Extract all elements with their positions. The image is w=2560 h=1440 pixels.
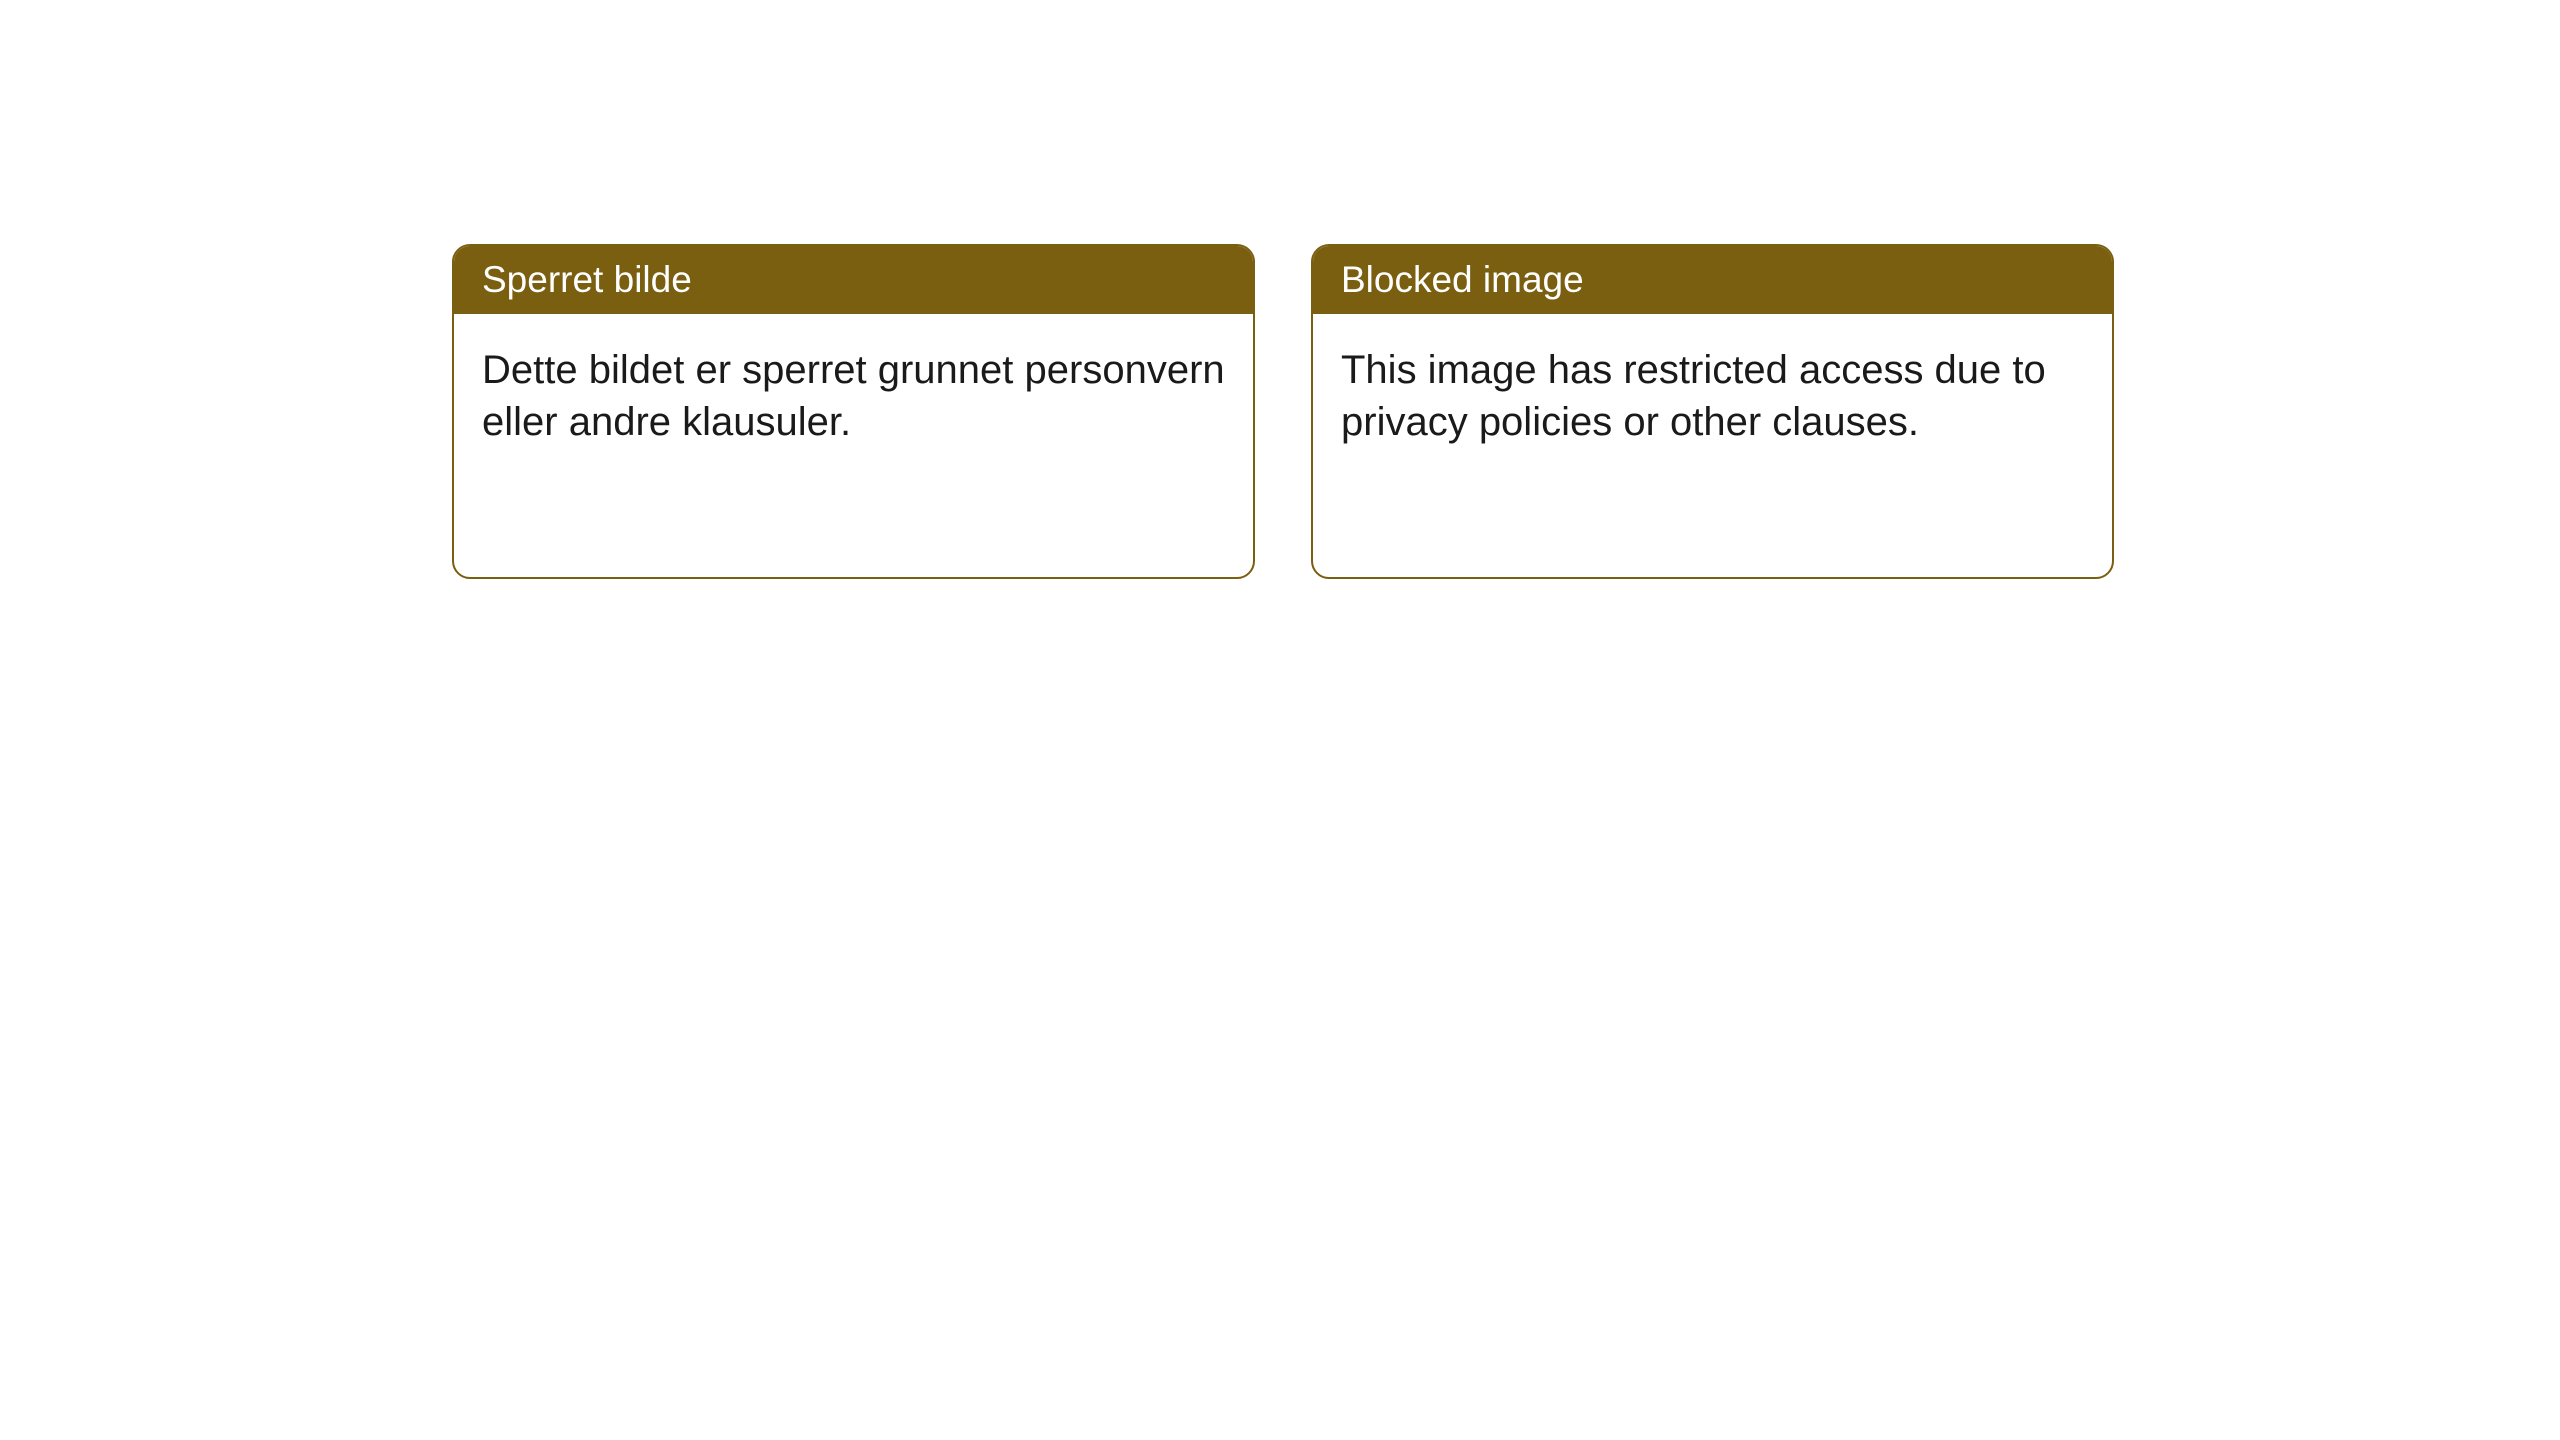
notice-title-en: Blocked image <box>1313 246 2112 314</box>
notice-row: Sperret bilde Dette bildet er sperret gr… <box>452 244 2114 579</box>
notice-body-no: Dette bildet er sperret grunnet personve… <box>454 314 1253 478</box>
notice-body-en: This image has restricted access due to … <box>1313 314 2112 478</box>
notice-card-en: Blocked image This image has restricted … <box>1311 244 2114 579</box>
notice-card-no: Sperret bilde Dette bildet er sperret gr… <box>452 244 1255 579</box>
notice-title-no: Sperret bilde <box>454 246 1253 314</box>
